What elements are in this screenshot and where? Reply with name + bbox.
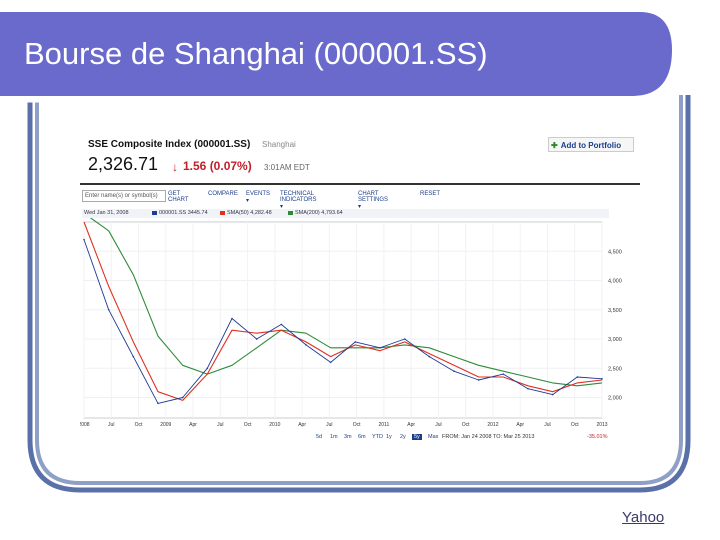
data-point	[502, 373, 505, 375]
index-name: SSE Composite Index (000001.SS)	[88, 139, 251, 150]
data-point	[354, 341, 357, 343]
down-arrow-icon: ↓	[172, 160, 178, 174]
data-point	[379, 346, 381, 349]
legend-item-sma50: SMA(50) 4,282.48	[220, 210, 272, 216]
x-tick-label: 2008	[80, 422, 90, 428]
x-tick-label: Apr	[516, 422, 524, 428]
x-tick-label: Oct	[353, 422, 361, 428]
range-button-5y[interactable]: 5y	[412, 434, 422, 440]
data-point	[157, 402, 159, 405]
x-tick-label: Oct	[135, 422, 143, 428]
slide-title: Bourse de Shanghai (000001.SS)	[24, 36, 488, 71]
x-tick-label: Oct	[244, 422, 252, 428]
y-tick-label: 4,000	[608, 279, 622, 285]
reset-button[interactable]: RESET	[420, 191, 441, 197]
exchange-label: Shanghai	[262, 140, 296, 149]
y-tick-label: 3,500	[608, 308, 622, 314]
plus-icon: ✚	[551, 141, 558, 150]
x-tick-label: 2012	[487, 422, 498, 428]
x-tick-label: Jul	[326, 422, 332, 428]
data-point	[255, 338, 258, 340]
data-point	[83, 238, 85, 241]
y-tick-label: 2,000	[608, 396, 622, 402]
quote-time: 3:01AM EDT	[264, 163, 310, 172]
frame-inner	[35, 95, 683, 485]
y-tick-label: 4,500	[608, 249, 622, 255]
x-tick-label: 2009	[160, 422, 171, 428]
range-button-3m[interactable]: 3m	[344, 434, 352, 440]
range-selector: 5d 1m 3m 6m YTD 1y 2y 5y Max FROM: Jan 24 2008 TO…	[82, 434, 609, 443]
x-tick-label: Apr	[407, 422, 415, 428]
x-tick-label: Jul	[217, 422, 223, 428]
compare-button[interactable]: COMPARE	[208, 191, 238, 197]
x-tick-label: Jul	[108, 422, 114, 428]
range-button-5d[interactable]: 5d	[316, 434, 323, 440]
header-divider	[80, 183, 640, 185]
data-point	[206, 367, 209, 370]
data-point	[305, 344, 307, 346]
range-change-percent: -35.01%	[587, 434, 608, 440]
price-value: 2,326.71	[88, 154, 159, 174]
events-menu[interactable]: EVENTS ▾	[246, 191, 271, 204]
title-banner	[0, 12, 672, 96]
source-link[interactable]: Yahoo	[622, 509, 665, 526]
stock-chart-panel: SSE Composite Index (000001.SS) Shanghai…	[80, 130, 640, 445]
legend-label: SMA(50) 4,282.48	[227, 210, 272, 216]
price-chart: 4,500 4,000 3,500 3,000 2,500 2,000 2008 Jul Oct…	[80, 218, 622, 428]
data-point	[527, 387, 529, 390]
price-change: 1.56 (0.07%)	[183, 159, 252, 173]
legend-label: SMA(200) 4,793.64	[295, 210, 343, 216]
add-to-portfolio-button[interactable]: ✚ Add to Portfolio	[548, 137, 634, 152]
x-tick-label: Apr	[189, 422, 197, 428]
x-tick-label: Oct	[571, 422, 579, 428]
x-tick-label: Jul	[544, 422, 550, 428]
data-point	[403, 338, 406, 340]
legend-swatch	[288, 210, 293, 215]
x-tick-label: 2013	[596, 422, 607, 428]
add-to-portfolio-label: Add to Portfolio	[560, 141, 622, 150]
series-line-sma-200-	[89, 218, 603, 387]
x-tick-label: 2010	[269, 422, 280, 428]
data-point	[601, 378, 603, 380]
range-button-max[interactable]: Max	[428, 434, 439, 440]
data-point	[231, 317, 233, 320]
legend-swatch	[220, 210, 225, 215]
series-line-000001-ss	[83, 239, 603, 404]
technical-indicators-menu[interactable]: TECHNICAL INDICATORS ▾	[280, 191, 317, 210]
x-tick-label: Apr	[298, 422, 306, 428]
range-button-2y[interactable]: 2y	[400, 434, 406, 440]
range-button-1m[interactable]: 1m	[330, 434, 338, 440]
data-point	[477, 379, 480, 381]
range-button-6m[interactable]: 6m	[358, 434, 366, 440]
range-button-1y[interactable]: 1y	[386, 434, 392, 440]
data-point	[280, 323, 283, 326]
symbol-search-input[interactable]: Enter name(s) or symbol(s)	[82, 190, 166, 202]
data-point	[428, 355, 431, 358]
legend-date: Wed Jan 31, 2008	[84, 210, 129, 216]
data-point	[181, 396, 184, 399]
date-range-label: FROM: Jan 24 2008 TO: Mar 25 2013	[442, 434, 535, 440]
x-tick-label: Jul	[435, 422, 441, 428]
data-point	[132, 355, 135, 358]
range-button-ytd[interactable]: YTD	[372, 434, 383, 440]
data-point	[551, 393, 554, 396]
data-point	[576, 376, 579, 378]
data-point	[329, 361, 332, 364]
get-chart-button[interactable]: GET CHART	[168, 191, 189, 203]
legend-label: 000001.SS 3445.74	[159, 210, 208, 216]
y-tick-label: 2,500	[608, 366, 622, 372]
chart-legend: Wed Jan 31, 2008 000001.SS 3445.74 SMA(5…	[82, 209, 609, 218]
chart-settings-menu[interactable]: CHART SETTINGS ▾	[358, 191, 389, 210]
legend-item-sma200: SMA(200) 4,793.64	[288, 210, 343, 216]
x-tick-label: 2011	[379, 422, 390, 428]
x-tick-label: Oct	[462, 422, 470, 428]
legend-swatch	[152, 210, 157, 215]
frame-outline	[27, 95, 691, 493]
data-point	[453, 370, 455, 372]
legend-item-price: 000001.SS 3445.74	[152, 210, 208, 216]
data-point	[107, 308, 110, 311]
y-tick-label: 3,000	[608, 337, 622, 343]
